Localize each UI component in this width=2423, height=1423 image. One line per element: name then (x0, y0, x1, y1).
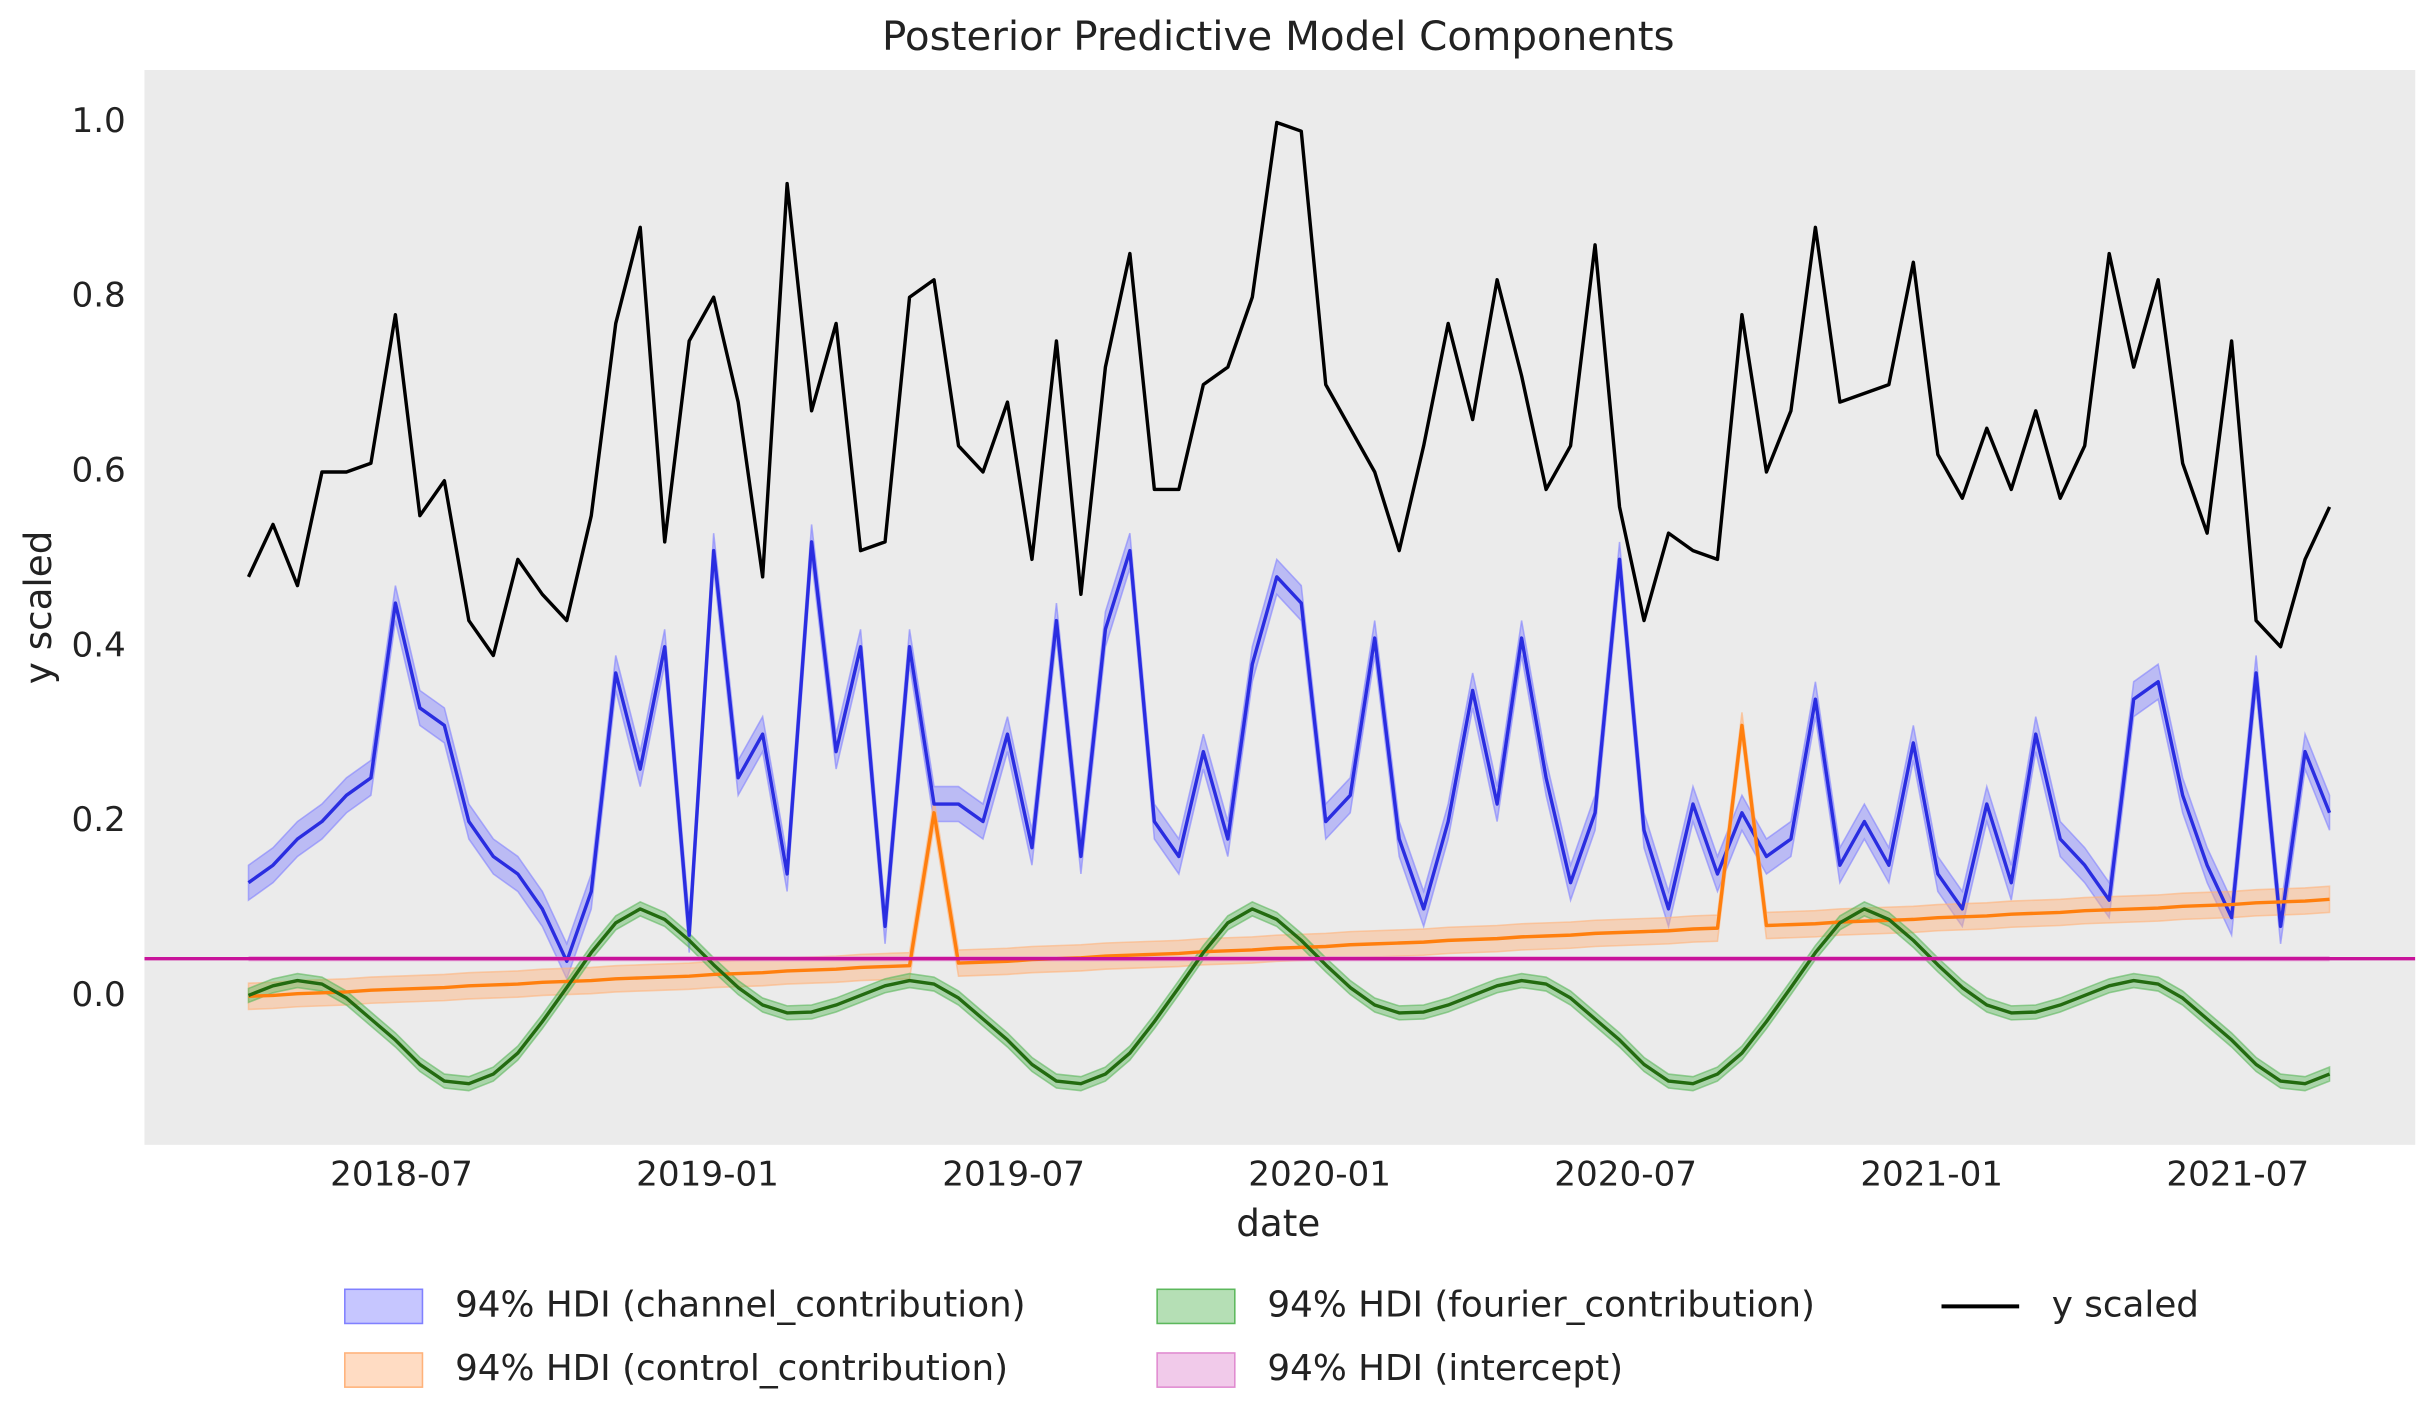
legend-swatch (344, 1288, 424, 1325)
series-line (246, 120, 2332, 658)
labels: 2018-07 2019-01 2019-07 2020-01 2020-07 2021-… (71, 101, 2309, 1194)
y-axis-label: y scaled (16, 531, 60, 685)
legend-swatch (1156, 1352, 1236, 1388)
series-line (248, 723, 2330, 999)
plot-area (144, 70, 2416, 1145)
y-tick-label: 0.8 (71, 276, 125, 316)
y-tick-label: 0.6 (71, 450, 125, 490)
y-tick-label: 0.4 (71, 625, 125, 665)
marks (144, 120, 2416, 1092)
series-line (247, 907, 2331, 1086)
chart-title: Posterior Predictive Model Components (882, 13, 1675, 60)
x-tick-label: 2019-07 (942, 1154, 1085, 1194)
x-tick-label: 2021-01 (1860, 1154, 2003, 1194)
x-tick-label: 2018-07 (330, 1154, 473, 1194)
legend-swatch (344, 1352, 424, 1388)
x-tick-label: 2020-07 (1554, 1154, 1697, 1194)
x-tick-label: 2021-07 (2166, 1154, 2309, 1194)
hdi-band (247, 901, 2331, 1092)
legend: 94% HDI (channel_contribution) 94% HDI (c… (344, 1284, 2199, 1389)
legend-label: 94% HDI (control_contribution) (455, 1348, 1008, 1389)
series-line (247, 540, 2332, 964)
y-tick-label: 0.0 (71, 975, 125, 1015)
legend-swatch (1156, 1288, 1236, 1325)
x-tick-label: 2020-01 (1248, 1154, 1391, 1194)
legend-label: 94% HDI (fourier_contribution) (1267, 1284, 1815, 1325)
hdi-band (247, 712, 2331, 1011)
legend-label: 94% HDI (intercept) (1267, 1348, 1623, 1389)
y-tick-label: 0.2 (71, 800, 125, 840)
y-tick-label: 1.0 (71, 101, 125, 141)
legend-label: 94% HDI (channel_contribution) (455, 1284, 1026, 1325)
x-tick-label: 2019-01 (636, 1154, 779, 1194)
legend-label: y scaled (2052, 1284, 2199, 1325)
x-axis-label: date (1236, 1201, 1320, 1245)
